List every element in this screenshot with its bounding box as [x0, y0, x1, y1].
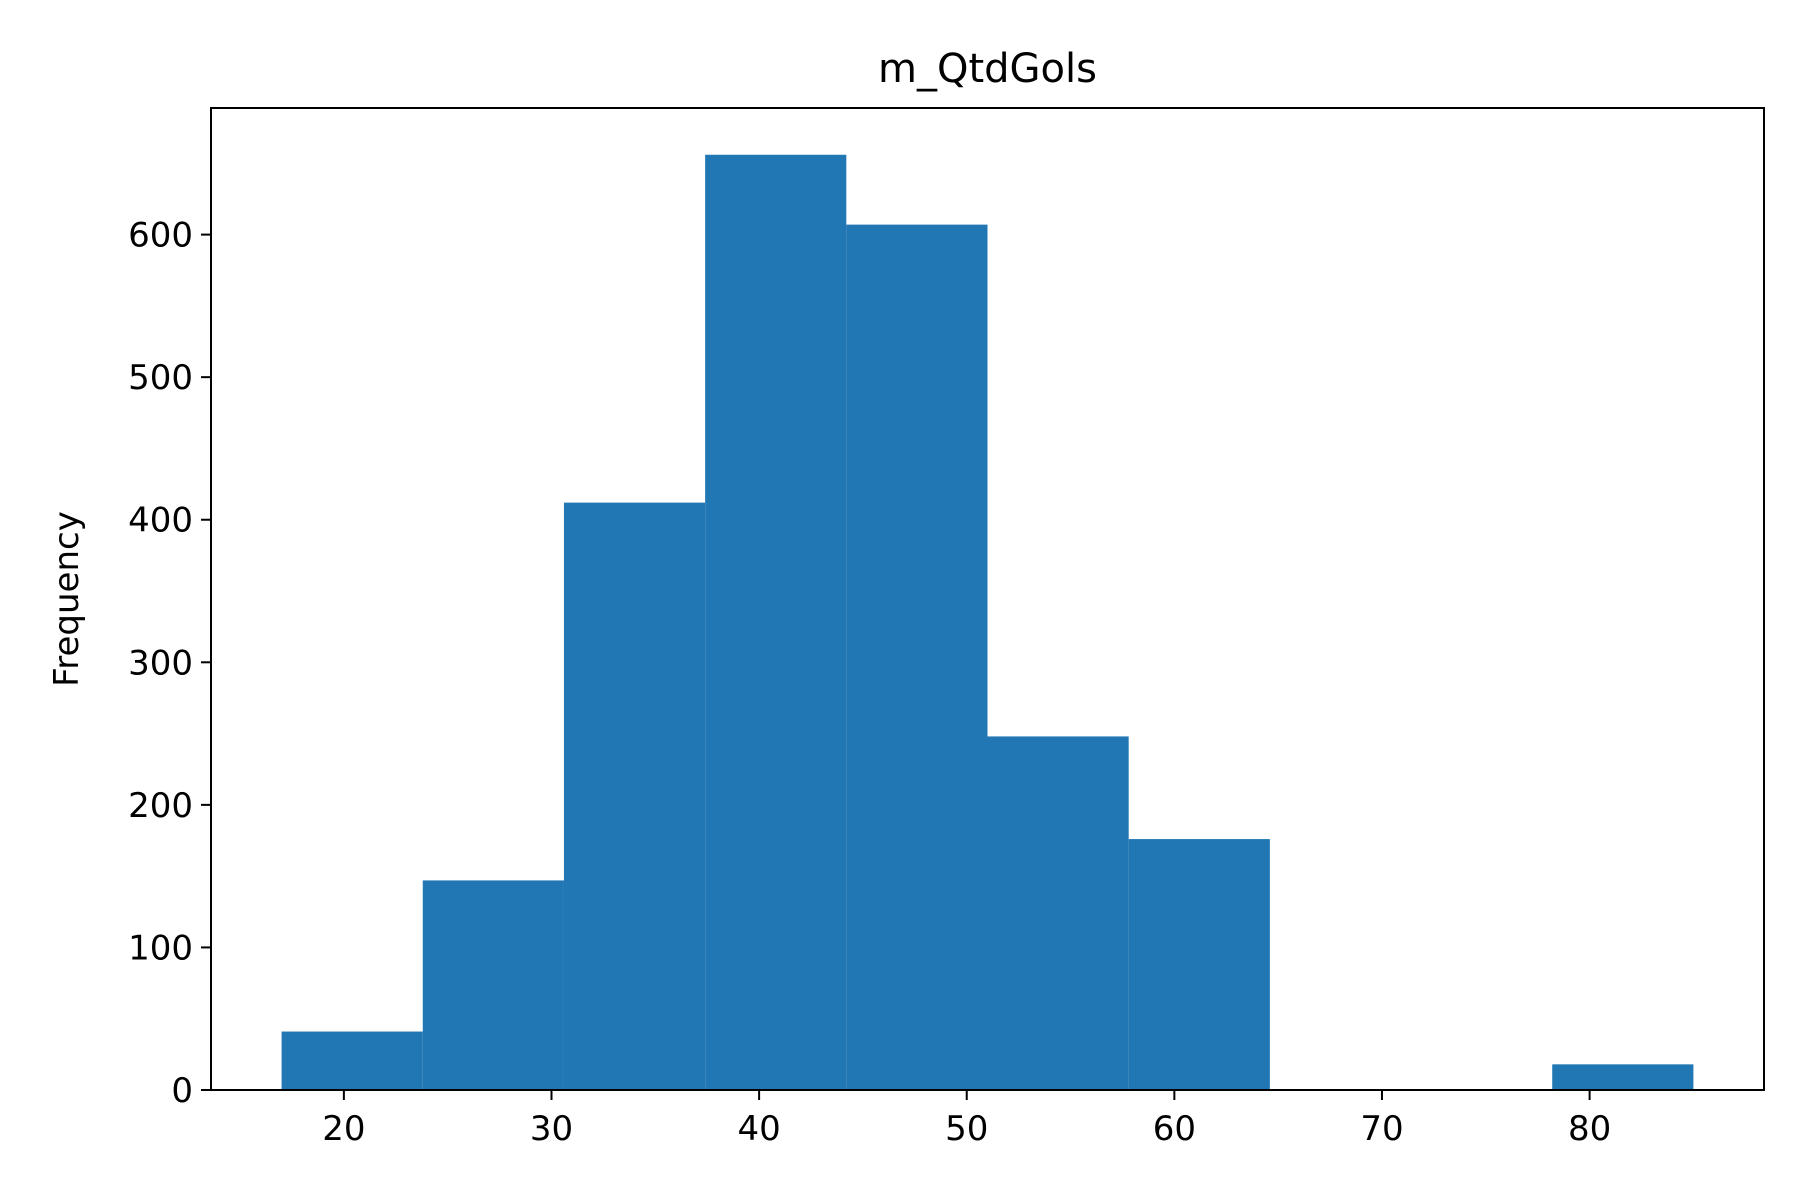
bars-group — [281, 154, 1694, 1090]
histogram-bar — [422, 880, 564, 1090]
histogram-bar — [846, 224, 988, 1090]
x-axis: 20 30 40 50 60 70 80 — [322, 1090, 1611, 1149]
y-tick-label: 400 — [128, 501, 193, 541]
histogram-bar — [1128, 839, 1270, 1090]
y-tick-label: 200 — [128, 786, 193, 826]
y-tick-label: 100 — [128, 928, 193, 968]
plot-frame — [210, 107, 1765, 1091]
histogram-bar — [987, 736, 1129, 1090]
y-tick-label: 500 — [128, 358, 193, 398]
histogram-bar — [281, 1031, 423, 1090]
histogram-bar — [1552, 1064, 1694, 1090]
x-tick-label: 20 — [322, 1109, 365, 1149]
x-tick-label: 60 — [1153, 1109, 1196, 1149]
chart-title: m_QtdGols — [878, 46, 1097, 92]
y-axis-title: Frequency — [47, 511, 87, 687]
x-tick-label: 70 — [1360, 1109, 1403, 1149]
x-tick-label: 80 — [1568, 1109, 1611, 1149]
histogram-bar — [563, 502, 706, 1090]
y-tick-label: 600 — [128, 216, 193, 256]
y-tick-label: 300 — [128, 643, 193, 683]
x-tick-label: 40 — [737, 1109, 780, 1149]
y-axis: 0 100 200 300 400 500 600 — [128, 216, 211, 1111]
x-tick-label: 30 — [530, 1109, 573, 1149]
y-tick-label: 0 — [171, 1071, 193, 1111]
histogram-bar — [705, 154, 847, 1090]
x-tick-label: 50 — [945, 1109, 988, 1149]
